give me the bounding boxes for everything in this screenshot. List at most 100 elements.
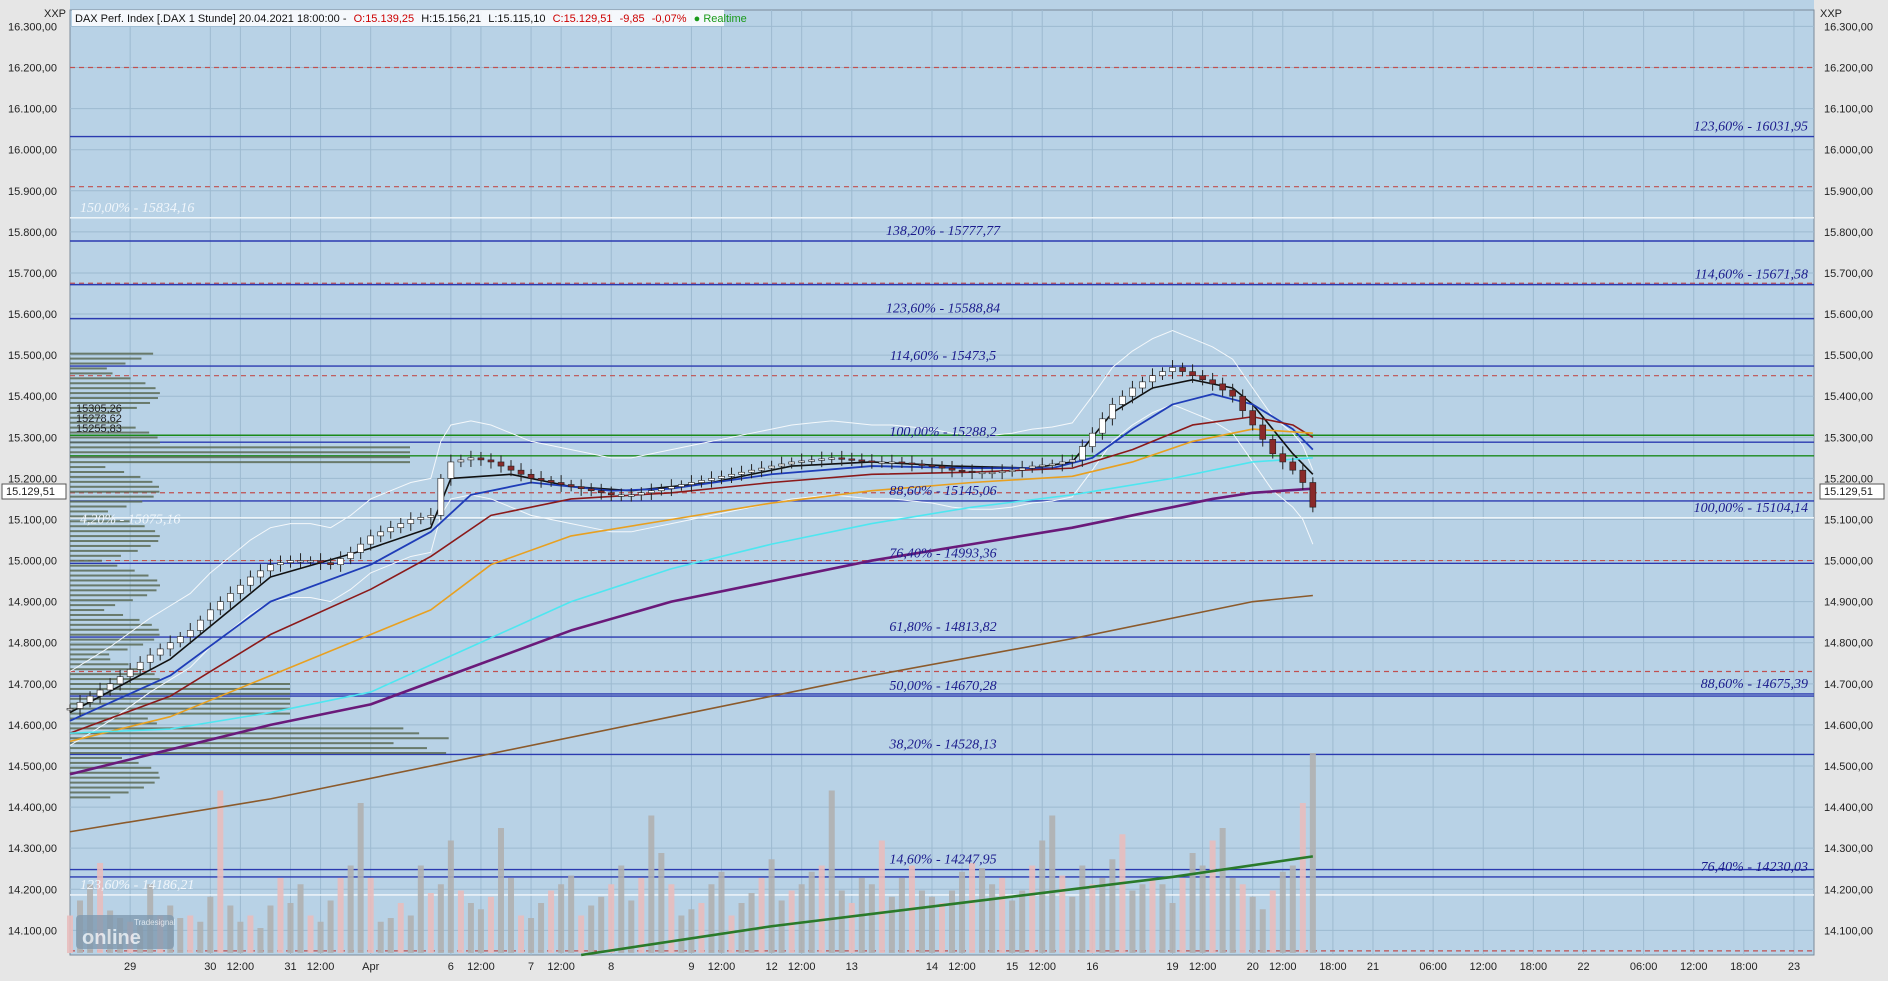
candle-body	[1179, 367, 1186, 372]
x-tick-label: 12:00	[948, 961, 976, 973]
candle-body	[357, 543, 364, 553]
x-tick-label: 15	[1006, 961, 1018, 973]
volume-profile-label: 15305,26	[76, 403, 122, 415]
price-marker-left: 15.129,51	[1, 483, 67, 500]
candle-body	[1169, 367, 1176, 372]
candle-body	[547, 480, 555, 483]
volume-profile-bar	[70, 599, 133, 602]
candle-body	[607, 492, 615, 496]
volume-profile-bar	[70, 540, 159, 543]
volume-bar	[959, 871, 966, 953]
header-change: -9,85	[620, 13, 645, 25]
fib-level-label: 150,00% - 15834,16	[80, 201, 194, 216]
volume-bar	[197, 921, 204, 953]
candle-body	[247, 576, 254, 586]
candle-body	[738, 471, 745, 475]
volume-bar	[748, 893, 755, 953]
x-tick-label: 12:00	[1028, 961, 1056, 973]
volume-bar	[447, 840, 454, 953]
candle-body	[678, 484, 685, 487]
candle-body	[698, 480, 705, 483]
volume-profile-bar	[70, 648, 128, 651]
candle-body	[146, 654, 154, 663]
fib-level-label: 123,60% - 14186,21	[80, 878, 194, 893]
volume-bar	[1129, 890, 1136, 953]
y-tick-left: 15.600,00	[8, 309, 57, 321]
volume-bar	[878, 840, 885, 953]
x-tick-label: 12:00	[788, 961, 816, 973]
candle-body	[277, 562, 284, 565]
candle-body	[1309, 482, 1317, 508]
volume-bar	[237, 921, 244, 953]
volume-bar	[969, 863, 976, 953]
y-tick-left: 15.700,00	[8, 268, 57, 280]
volume-bar	[427, 893, 434, 953]
volume-profile-bar	[70, 461, 410, 464]
volume-bar	[1179, 878, 1186, 953]
candle-body	[477, 457, 485, 461]
volume-profile-bar	[70, 638, 155, 641]
volume-profile-bar	[70, 574, 149, 577]
volume-bar	[698, 903, 705, 953]
volume-profile-bar	[70, 554, 121, 557]
fib-level-label: 14,60% - 14247,95	[889, 853, 996, 868]
candle-body	[347, 552, 354, 559]
y-tick-right: 15.200,00	[1824, 473, 1873, 485]
candle-body	[1239, 395, 1246, 411]
volume-bar	[1009, 900, 1016, 953]
volume-bar	[297, 884, 304, 953]
candle-body	[116, 676, 124, 685]
candle-body	[136, 661, 144, 670]
x-tick-label: Apr	[362, 961, 379, 973]
volume-bar	[1189, 853, 1196, 953]
candle-body	[988, 471, 996, 475]
volume-profile-bar	[70, 613, 124, 616]
volume-profile-bar	[70, 352, 154, 355]
volume-profile-bar	[70, 411, 120, 414]
volume-bar	[257, 928, 264, 953]
candle-body	[728, 473, 735, 477]
candle-body	[1249, 410, 1257, 426]
candle-body	[367, 535, 374, 545]
candle-body	[908, 462, 916, 465]
volume-profile-bar	[70, 633, 160, 636]
candle-body	[668, 486, 675, 489]
candle-body	[848, 458, 856, 461]
volume-bar	[317, 921, 324, 953]
candle-body	[1279, 453, 1287, 463]
volume-profile-bar	[70, 761, 139, 764]
chart-header: DAX Perf. Index [.DAX 1 Stunde] 20.04.20…	[72, 10, 747, 26]
svg-text:DAX Perf. Index [.DAX 1 Stunde: DAX Perf. Index [.DAX 1 Stunde] 20.04.20…	[75, 13, 747, 25]
volume-profile-bar	[70, 431, 150, 434]
volume-bar	[718, 871, 725, 953]
volume-profile-bar	[70, 697, 290, 700]
price-marker-left-label: 15.129,51	[6, 486, 55, 498]
y-tick-left: 15.200,00	[8, 473, 57, 485]
volume-bar	[187, 915, 194, 953]
volume-profile-bar	[70, 786, 144, 789]
candle-body	[918, 463, 926, 466]
volume-bar	[628, 900, 635, 953]
y-tick-right: 16.100,00	[1824, 104, 1873, 116]
volume-profile-bar	[70, 505, 127, 508]
plot-area[interactable]	[69, 9, 1815, 956]
logo-brand: Tradesignal	[134, 918, 176, 927]
x-tick-label: 12:00	[227, 961, 255, 973]
volume-bar	[788, 890, 795, 953]
candle-body	[1018, 467, 1026, 471]
y-tick-left: 15.100,00	[8, 514, 57, 526]
volume-bar	[768, 859, 775, 953]
candle-body	[617, 494, 625, 497]
band-lower	[69, 403, 1314, 746]
x-tick-label: 20	[1247, 961, 1259, 973]
candle-body	[587, 488, 595, 492]
volume-profile-bar	[70, 549, 138, 552]
candle-body	[186, 630, 194, 637]
x-tick-label: 18:00	[1319, 961, 1347, 973]
candle-body	[1038, 464, 1046, 467]
volume-bar	[588, 905, 595, 953]
candle-body	[467, 457, 475, 461]
volume-bar	[528, 918, 535, 953]
y-tick-left: 14.100,00	[8, 925, 57, 937]
